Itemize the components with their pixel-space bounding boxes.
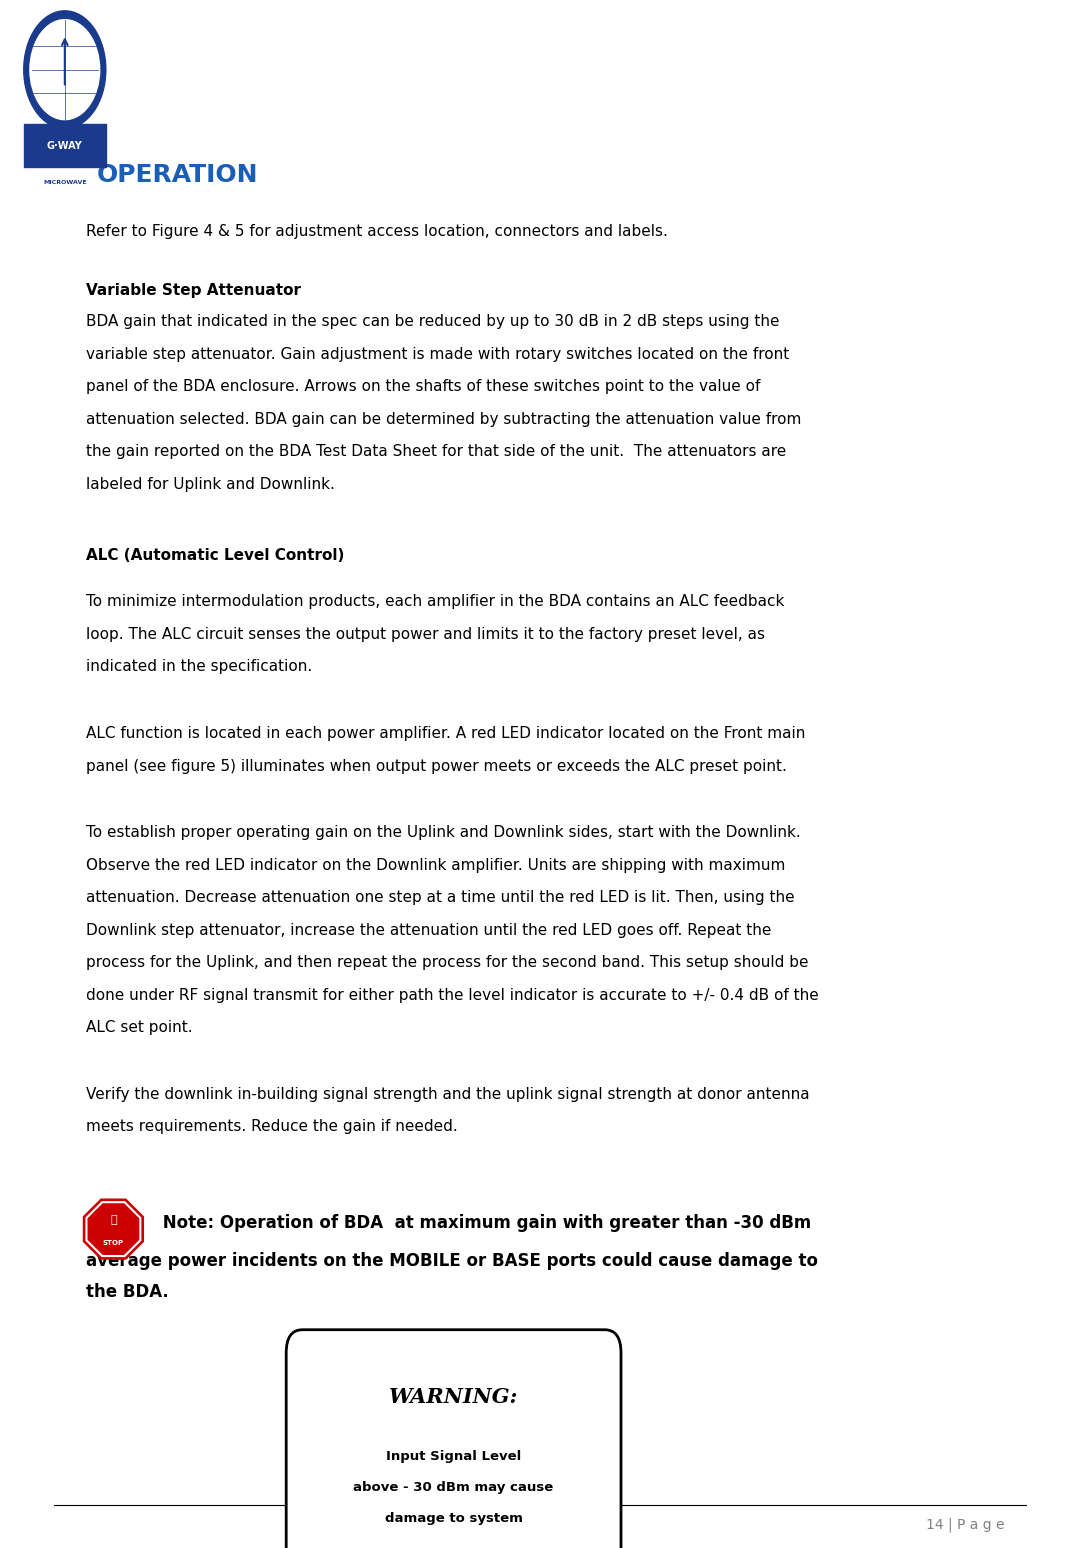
Text: To establish proper operating gain on the Uplink and Downlink sides, start with : To establish proper operating gain on th…	[86, 825, 801, 841]
Text: BDA gain that indicated in the spec can be reduced by up to 30 dB in 2 dB steps : BDA gain that indicated in the spec can …	[86, 314, 780, 330]
Text: WARNING:: WARNING:	[389, 1387, 518, 1407]
Text: Verify the downlink in-building signal strength and the uplink signal strength a: Verify the downlink in-building signal s…	[86, 1087, 810, 1102]
Text: panel of the BDA enclosure. Arrows on the shafts of these switches point to the : panel of the BDA enclosure. Arrows on th…	[86, 379, 760, 395]
Circle shape	[24, 11, 106, 128]
FancyBboxPatch shape	[286, 1330, 621, 1548]
Text: ALC set point.: ALC set point.	[86, 1020, 193, 1036]
Text: G·WAY: G·WAY	[46, 141, 83, 150]
Text: process for the Uplink, and then repeat the process for the second band. This se: process for the Uplink, and then repeat …	[86, 955, 809, 971]
Circle shape	[30, 20, 99, 119]
Polygon shape	[83, 1200, 144, 1259]
Text: meets requirements. Reduce the gain if needed.: meets requirements. Reduce the gain if n…	[86, 1119, 458, 1135]
Text: Variable Step Attenuator: Variable Step Attenuator	[86, 283, 301, 299]
Text: MICROWAVE: MICROWAVE	[43, 180, 86, 186]
Text: OPERATION: OPERATION	[97, 163, 259, 187]
Text: average power incidents on the MOBILE or BASE ports could cause damage to: average power incidents on the MOBILE or…	[86, 1252, 819, 1271]
Text: ALC (Automatic Level Control): ALC (Automatic Level Control)	[86, 548, 345, 563]
Text: panel (see figure 5) illuminates when output power meets or exceeds the ALC pres: panel (see figure 5) illuminates when ou…	[86, 759, 787, 774]
Text: To minimize intermodulation products, each amplifier in the BDA contains an ALC : To minimize intermodulation products, ea…	[86, 594, 785, 610]
Text: Refer to Figure 4 & 5 for adjustment access location, connectors and labels.: Refer to Figure 4 & 5 for adjustment acc…	[86, 224, 669, 240]
Text: 14 | P a g e: 14 | P a g e	[926, 1517, 1004, 1531]
Text: attenuation selected. BDA gain can be determined by subtracting the attenuation : attenuation selected. BDA gain can be de…	[86, 412, 801, 427]
Text: labeled for Uplink and Downlink.: labeled for Uplink and Downlink.	[86, 477, 335, 492]
Text: indicated in the specification.: indicated in the specification.	[86, 659, 312, 675]
Text: Downlink step attenuator, increase the attenuation until the red LED goes off. R: Downlink step attenuator, increase the a…	[86, 923, 772, 938]
Text: variable step attenuator. Gain adjustment is made with rotary switches located o: variable step attenuator. Gain adjustmen…	[86, 347, 789, 362]
Text: done under RF signal transmit for either path the level indicator is accurate to: done under RF signal transmit for either…	[86, 988, 819, 1003]
Text: ALC function is located in each power amplifier. A red LED indicator located on : ALC function is located in each power am…	[86, 726, 806, 741]
Text: loop. The ALC circuit senses the output power and limits it to the factory prese: loop. The ALC circuit senses the output …	[86, 627, 766, 642]
Text: Input Signal Level: Input Signal Level	[386, 1450, 522, 1463]
Text: Note: Operation of BDA  at maximum gain with greater than -30 dBm: Note: Operation of BDA at maximum gain w…	[157, 1214, 811, 1232]
Text: attenuation. Decrease attenuation one step at a time until the red LED is lit. T: attenuation. Decrease attenuation one st…	[86, 890, 795, 906]
Text: Observe the red LED indicator on the Downlink amplifier. Units are shipping with: Observe the red LED indicator on the Dow…	[86, 858, 786, 873]
FancyBboxPatch shape	[24, 124, 106, 167]
Text: the gain reported on the BDA Test Data Sheet for that side of the unit.  The att: the gain reported on the BDA Test Data S…	[86, 444, 786, 460]
Text: ✋: ✋	[110, 1215, 117, 1224]
Text: damage to system: damage to system	[384, 1512, 523, 1525]
Text: the BDA.: the BDA.	[86, 1283, 170, 1302]
Text: above - 30 dBm may cause: above - 30 dBm may cause	[353, 1481, 554, 1494]
Text: STOP: STOP	[103, 1240, 124, 1246]
